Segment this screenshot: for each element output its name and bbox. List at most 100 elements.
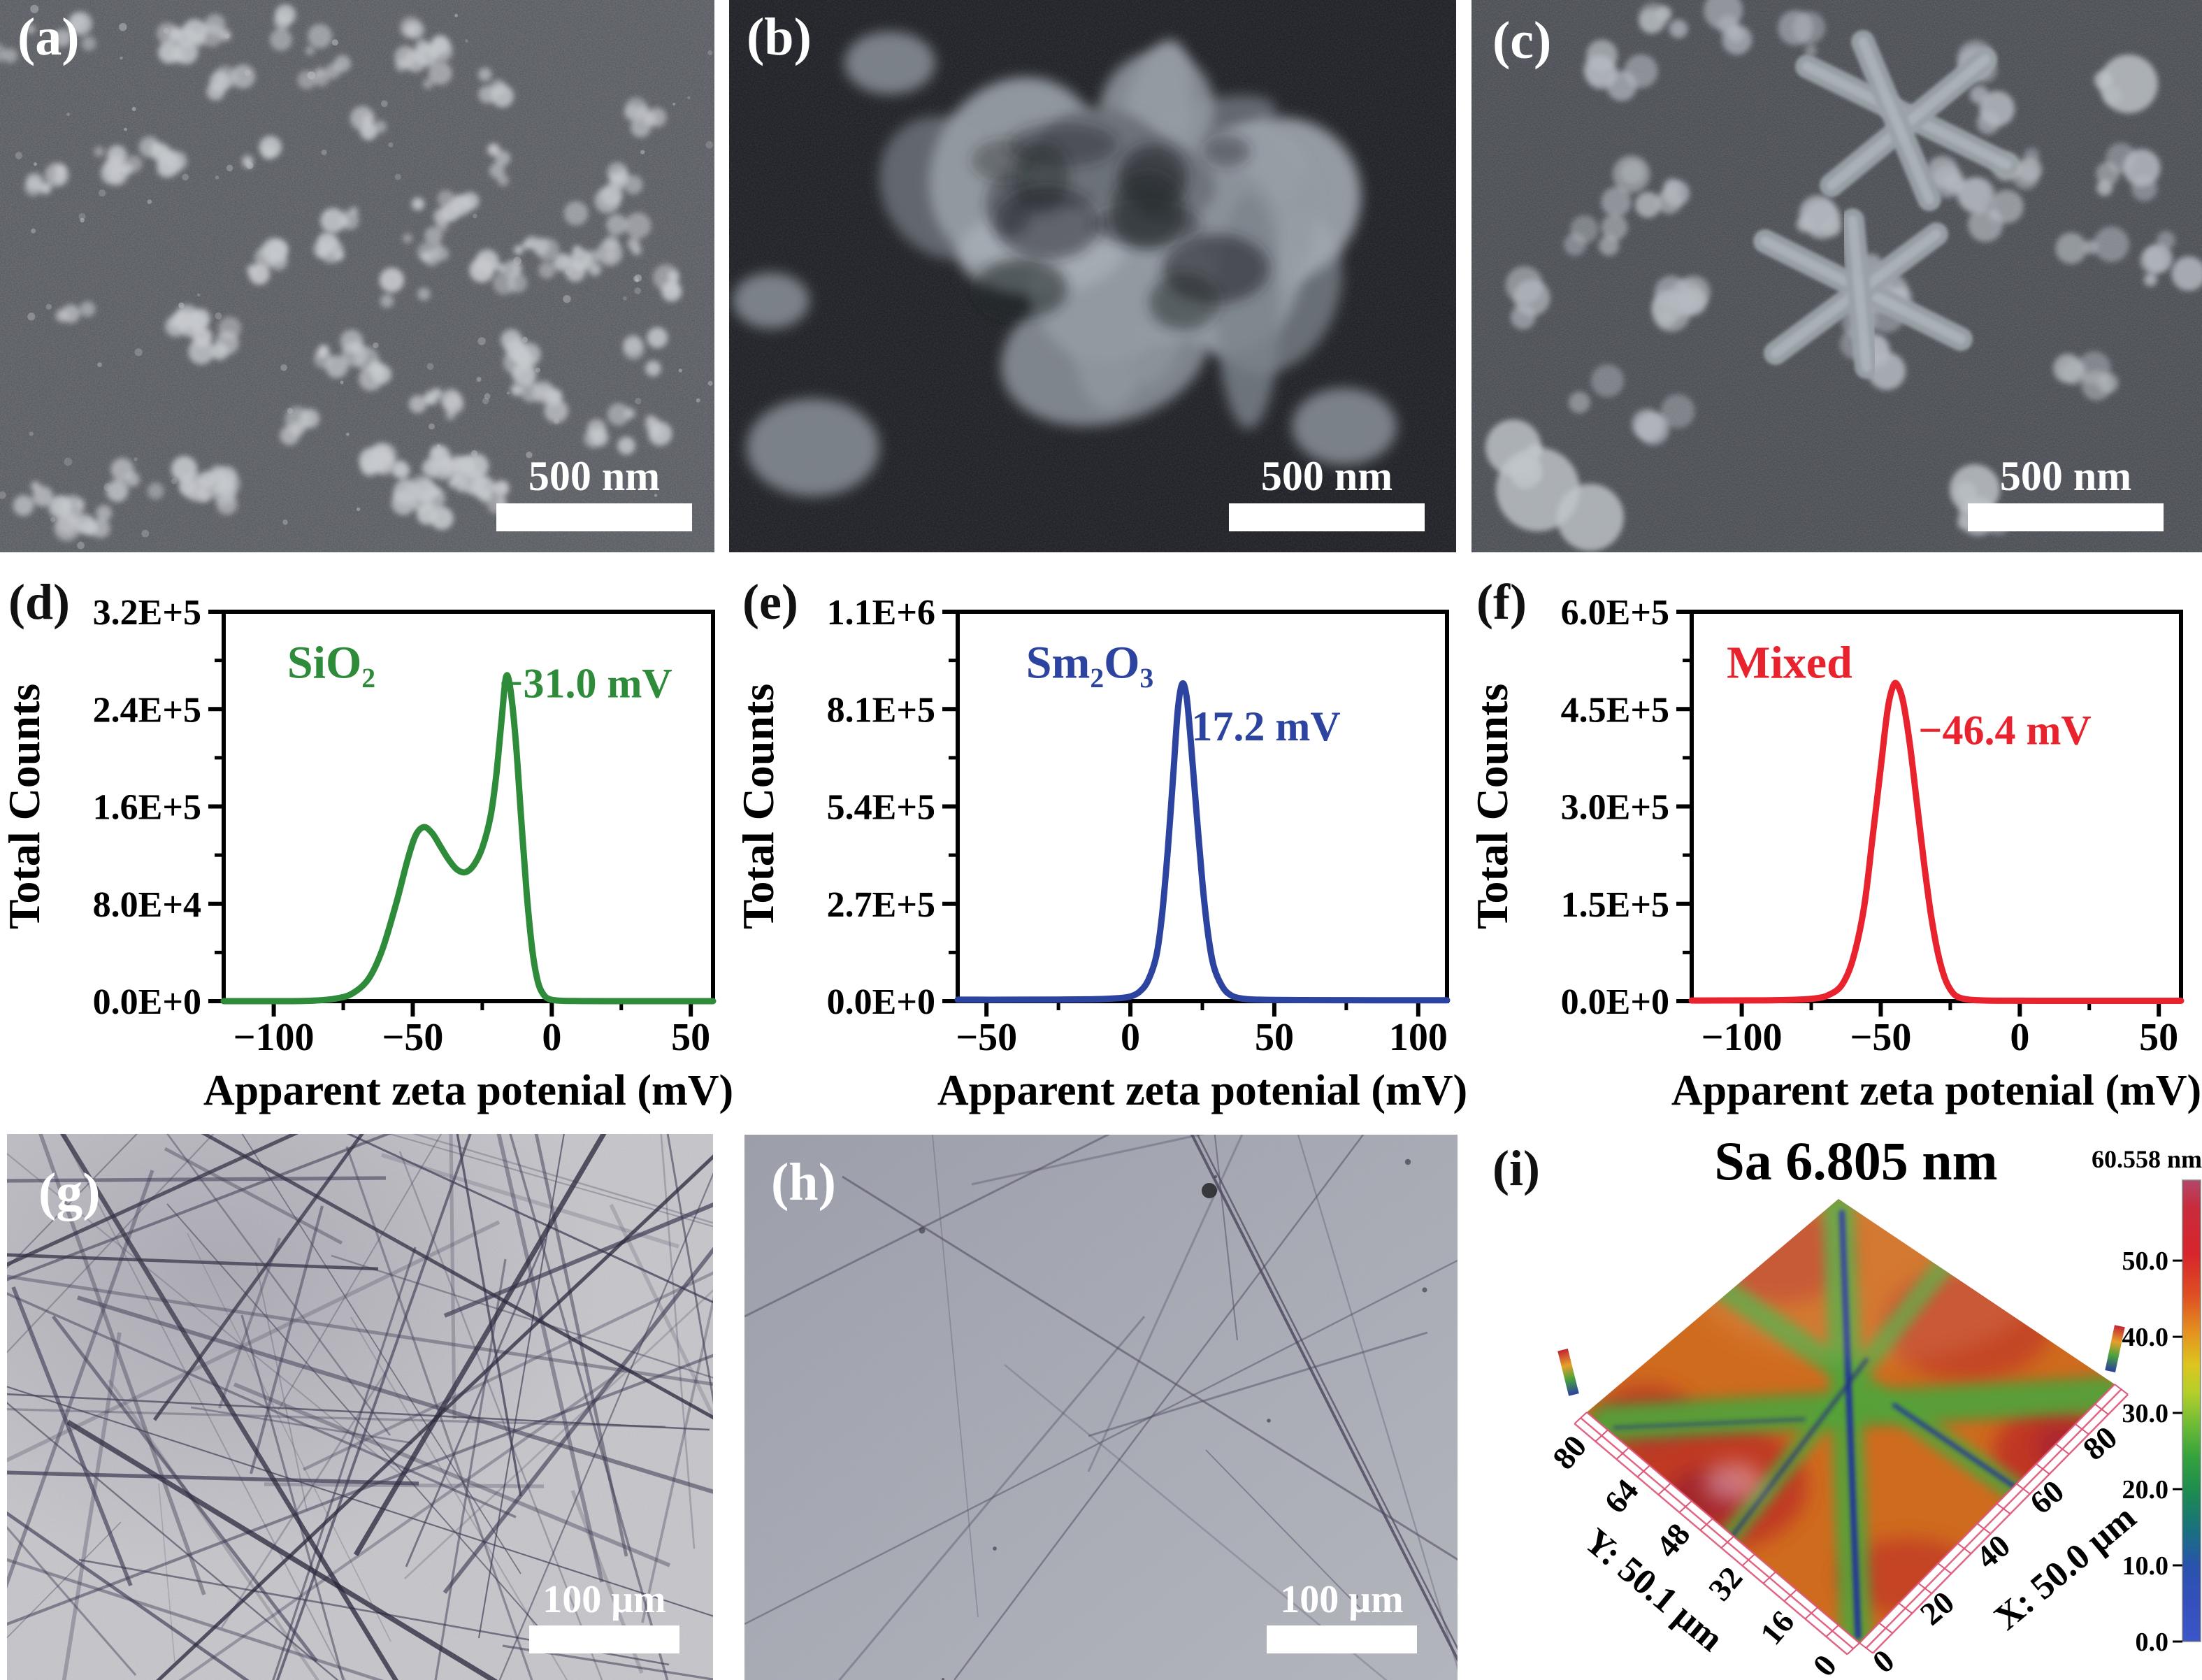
particle-dot [27, 313, 36, 321]
y-tick-label: 1.5E+5 [1561, 885, 1669, 925]
axis-ruler-tick [1678, 1500, 1692, 1513]
particle-cluster [1704, 0, 1753, 55]
sem-image-c [1471, 0, 2202, 552]
axis-ruler-tick [2094, 1403, 2109, 1415]
axis-ruler-tick [1595, 1429, 1609, 1442]
panel-f: (f) −100 −50 0 50 0.0E+0 1.5E+5 3.0E+5 4.5E+5 6.… [1467, 559, 2202, 1119]
particle-cluster [2096, 143, 2161, 201]
particle-cluster [510, 380, 568, 423]
colorbar-tick-label: 0.0 [2136, 1628, 2169, 1657]
particle-cluster [1634, 178, 1690, 218]
x-axis-3d-label: X: 50.0 μm [1987, 1498, 2143, 1638]
particle-cluster [624, 97, 667, 138]
panel-label-f: (f) [1476, 574, 1527, 630]
panel-label-a: (a) [17, 8, 80, 66]
axis-ruler-tick [2016, 1483, 2031, 1495]
particle-cluster [350, 106, 387, 141]
aggregate-gap [1149, 273, 1220, 331]
colorbar-gradient [2182, 1179, 2201, 1642]
particle-dot [565, 268, 573, 275]
scale-bar-line-c [1968, 503, 2164, 531]
axis-ruler-tick [1878, 1622, 1893, 1634]
particle-dot [707, 50, 713, 55]
aggregate-flake [747, 399, 879, 496]
particle-cluster [53, 11, 96, 51]
particle-cluster [379, 268, 431, 308]
particle-cluster [55, 301, 96, 324]
x-tick-label: −50 [382, 1016, 443, 1059]
particle-dot [482, 397, 489, 405]
particle-dot [454, 13, 458, 17]
particle-cluster [1926, 156, 1996, 214]
axis-ruler-tick [2036, 1463, 2050, 1475]
height-colorbar: 60.558 nm 50.0 40.0 30.0 20.0 10.0 0.0 [2092, 1145, 2202, 1657]
x-tick-label: 50 [1255, 1016, 1294, 1059]
particle-cluster [280, 406, 320, 445]
particle-dot [634, 274, 642, 282]
particle-cluster [653, 264, 682, 302]
axis-ruler-tick [1636, 1465, 1650, 1478]
particle-cluster [0, 24, 36, 64]
particle-cluster [2053, 351, 2119, 401]
y-tick-label: 2.7E+5 [827, 885, 935, 925]
particle-dot [531, 243, 537, 248]
x-axis-3d-tick-label: 40 [1969, 1528, 2017, 1576]
y-axis-3d-tick-label: 80 [1546, 1428, 1594, 1476]
scale-bar-g: 100 μm [529, 1580, 679, 1653]
scale-bar-b: 500 nm [1229, 455, 1425, 531]
y-tick-label: 0.0E+0 [1561, 982, 1669, 1022]
zeta-chart-sio2: −100 −50 0 50 0.0E+0 8.0E+4 1.6E+5 2.4E+5 3.2E+5… [0, 593, 733, 1114]
particle-cluster [188, 313, 241, 365]
axis-ruler-tick [1762, 1571, 1776, 1584]
scale-bar-label-c: 500 nm [1999, 453, 2132, 499]
y-axis-3d-tick-label: 48 [1649, 1516, 1697, 1564]
panel-b: (b) 500 nm [729, 0, 1456, 552]
particle-dot [215, 312, 222, 320]
axis-ruler-tick [2055, 1443, 2070, 1455]
particle-dot [554, 418, 560, 424]
particle-dot [380, 100, 388, 108]
particle-cluster [2143, 243, 2173, 287]
particle-dot [34, 162, 37, 166]
particle-dot [640, 150, 645, 155]
particle-dot [244, 69, 251, 76]
particle-cluster [1796, 195, 1842, 239]
particle-cluster [313, 232, 345, 264]
colorbar-tick-label: 50.0 [2122, 1247, 2169, 1276]
particle-dot [280, 364, 287, 371]
scale-bar-line-g [529, 1625, 679, 1653]
optical-image-h [744, 1135, 1458, 1680]
particle-dot [436, 444, 440, 448]
particle-dot [131, 106, 136, 111]
particle-dot [98, 189, 106, 197]
particle-dot [119, 171, 123, 175]
data-curve [954, 680, 1451, 1004]
particle-dot [373, 342, 379, 349]
particle-dot [331, 39, 338, 46]
scale-bar-h: 100 μm [1267, 1580, 1417, 1653]
axis-ruler-tick [1846, 1642, 1860, 1656]
particle-cluster [1638, 2, 1688, 38]
axis-ruler-tick [1699, 1518, 1713, 1531]
axis-ruler-tick [1574, 1412, 1588, 1425]
colorbar-max-label: 60.558 nm [2092, 1145, 2202, 1173]
y-tick-label: 0.0E+0 [93, 982, 201, 1022]
scale-bar-line-a [496, 503, 692, 531]
particle-dot [134, 348, 143, 357]
axis-ruler-line [1574, 1423, 1848, 1656]
zeta-annotation: −31.0 mV [499, 661, 672, 707]
axis-ruler-tick [2114, 1384, 2129, 1395]
colorbar-tick-label: 10.0 [2122, 1551, 2169, 1581]
panel-h: (h) 100 μm [744, 1135, 1458, 1680]
y-axis-label: Total Counts [1468, 684, 1517, 930]
zeta-chart-mixed: −100 −50 0 50 0.0E+0 1.5E+5 3.0E+5 4.5E+5 6.0E+5… [1467, 593, 2201, 1114]
particle-dot [31, 228, 36, 234]
x-axis-label: Apparent zeta potenial (mV) [1671, 1067, 2201, 1114]
y-axis-3d-tick-label: 16 [1753, 1604, 1801, 1651]
x-axis-3d-tick-label: 80 [2076, 1419, 2124, 1467]
x-tick-label: −50 [1850, 1016, 1911, 1059]
axis-ruler-tick [1898, 1602, 1913, 1614]
particle-cluster [171, 456, 230, 503]
aggregate-gap [974, 259, 1068, 319]
